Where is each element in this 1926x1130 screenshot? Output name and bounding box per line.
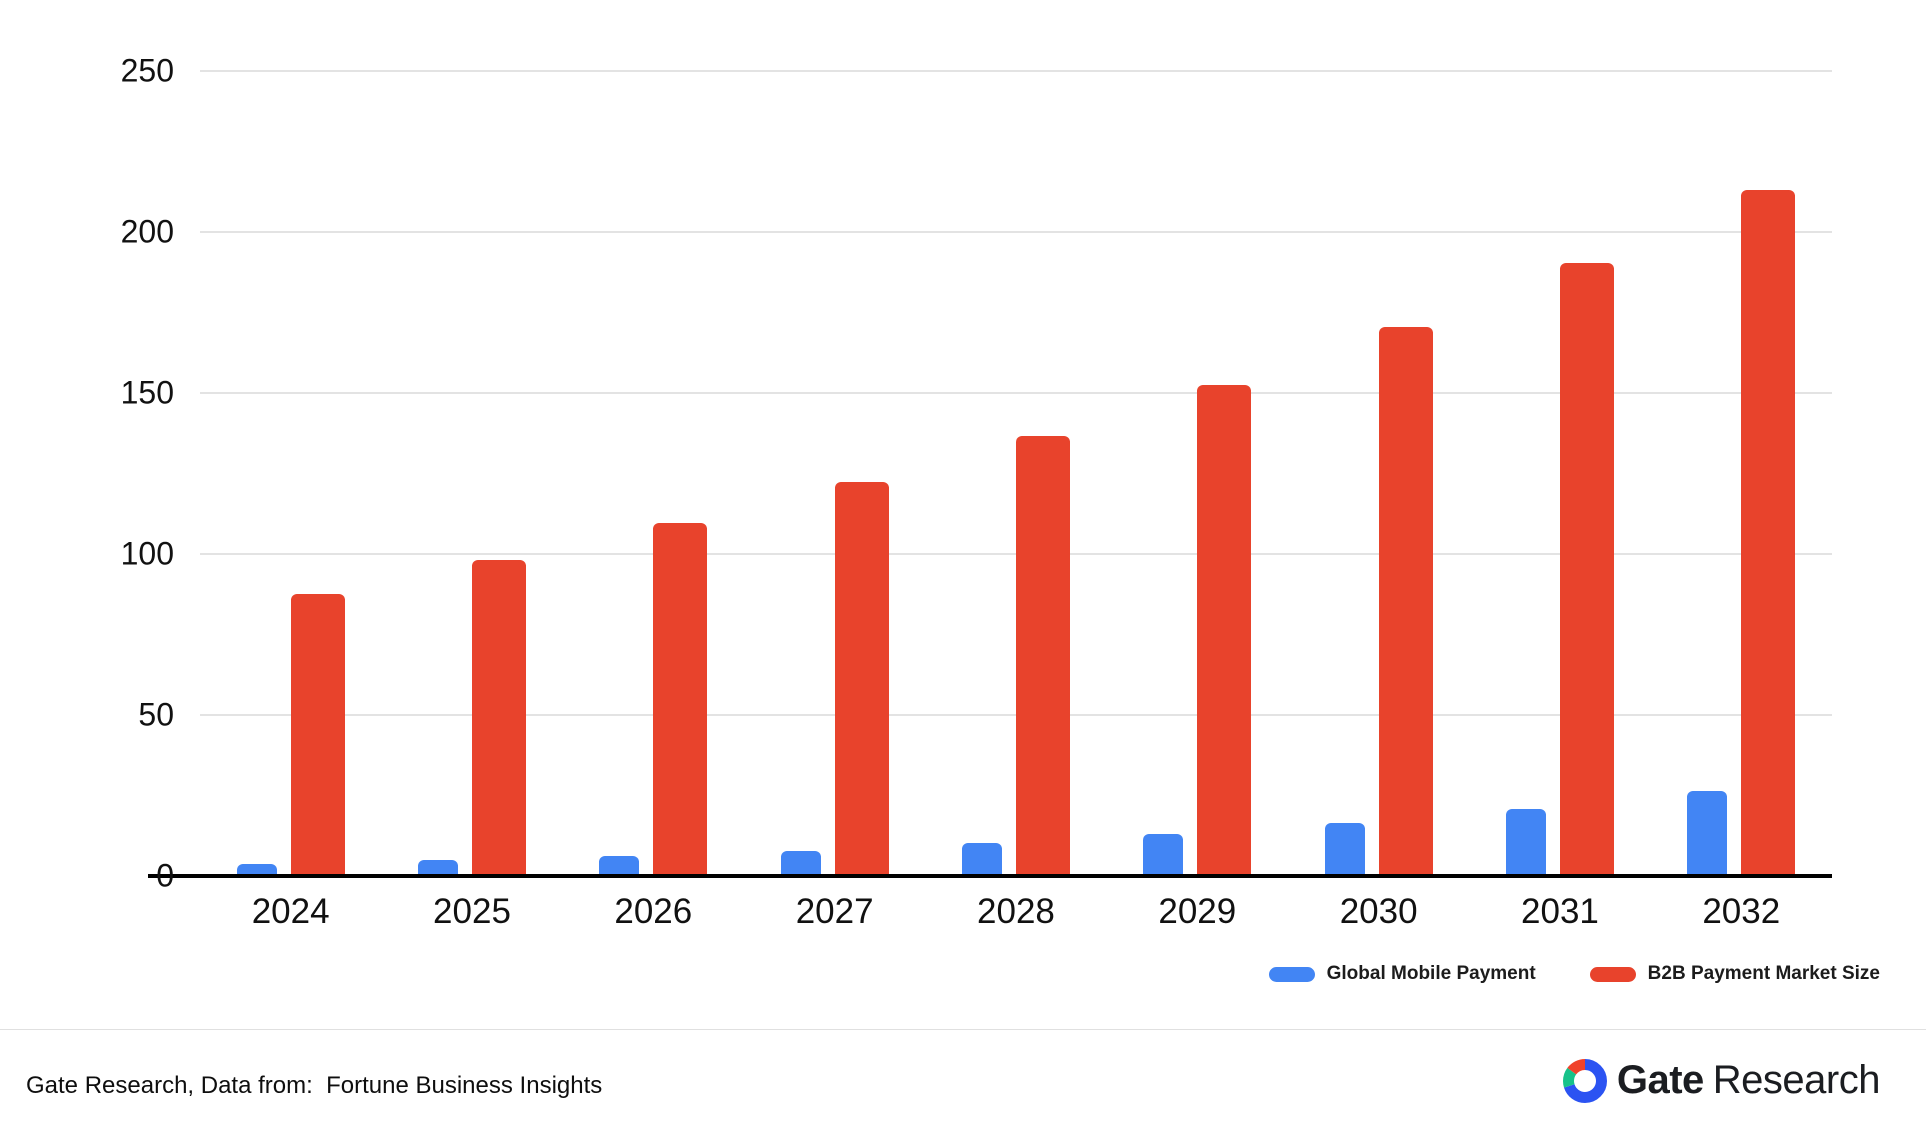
- bar-2024-series-0: [236, 863, 277, 876]
- source-text: Gate Research, Data from: Fortune Busine…: [26, 1072, 603, 1099]
- footer-divider: [0, 1029, 1926, 1030]
- legend-swatch-1: [1589, 966, 1636, 982]
- x-tick-label-2026: 2026: [614, 892, 693, 931]
- x-tick-label-2029: 2029: [1158, 892, 1237, 931]
- bar-group-2031: [1469, 71, 1650, 876]
- bar-2032-series-1: [1741, 189, 1796, 876]
- bar-group-2025: [381, 71, 562, 876]
- legend-item-1: B2B Payment Market Size: [1589, 963, 1880, 985]
- bar-2025-series-0: [417, 860, 458, 876]
- brand-name-gate: Gate: [1616, 1058, 1704, 1102]
- bar-group-2027: [744, 71, 925, 876]
- bar-2031-series-1: [1559, 262, 1614, 876]
- gate-logo-mark: [1562, 1058, 1607, 1103]
- legend-item-0: Global Mobile Payment: [1268, 963, 1536, 985]
- x-axis-labels: 2024 2025 2026 2027 2028 2029 2030 2031 2032: [200, 892, 1832, 932]
- bar-2030-series-1: [1378, 327, 1433, 876]
- bar-2027-series-0: [780, 850, 821, 876]
- x-tick-label-2024: 2024: [251, 892, 330, 931]
- y-tick-label-150: 150: [120, 374, 174, 411]
- x-axis-line: [148, 874, 1832, 878]
- bar-2027-series-1: [834, 482, 889, 876]
- bar-2028-series-0: [961, 843, 1002, 876]
- x-tick-label-2027: 2027: [795, 892, 874, 931]
- bar-group-2028: [925, 71, 1106, 876]
- bar-group-2024: [200, 71, 381, 876]
- bar-group-2026: [563, 71, 744, 876]
- gate-research-logo: Gate Research: [1562, 1058, 1881, 1103]
- gridline-250: [200, 70, 1832, 72]
- legend-swatch-0: [1268, 966, 1315, 982]
- legend-label-1: B2B Payment Market Size: [1647, 963, 1880, 984]
- chart-plot-area: [148, 70, 1832, 878]
- bar-2031-series-0: [1505, 808, 1546, 876]
- y-tick-label-200: 200: [120, 213, 174, 250]
- bar-group-2030: [1288, 71, 1469, 876]
- bar-2028-series-1: [1015, 436, 1070, 876]
- chart-legend: Global Mobile Payment B2B Payment Market …: [1268, 963, 1880, 985]
- x-tick-label-2028: 2028: [977, 892, 1055, 931]
- x-tick-label-2032: 2032: [1702, 892, 1781, 931]
- gridline-150: [200, 392, 1832, 394]
- y-axis-labels: 0 50 100 150 200 250: [0, 53, 174, 894]
- bar-2030-series-0: [1324, 823, 1365, 876]
- bar-group-2029: [1107, 71, 1288, 876]
- bar-group-2032: [1651, 71, 1832, 876]
- bar-2026-series-1: [653, 523, 708, 876]
- x-tick-label-2025: 2025: [433, 892, 511, 931]
- bar-2024-series-1: [290, 593, 345, 876]
- brand-name-research: Research: [1712, 1058, 1881, 1102]
- gridline-200: [200, 231, 1832, 233]
- bar-2029-series-0: [1143, 834, 1184, 876]
- x-tick-label-2031: 2031: [1521, 892, 1599, 931]
- y-tick-label-0: 0: [156, 857, 174, 894]
- x-tick-label-2030: 2030: [1339, 892, 1418, 931]
- y-tick-label-50: 50: [138, 696, 174, 733]
- bar-2026-series-0: [599, 856, 640, 876]
- bar-2025-series-1: [471, 560, 526, 876]
- bar-groups: [200, 71, 1832, 876]
- brand-name: Gate Research: [1616, 1058, 1881, 1103]
- bar-2029-series-1: [1197, 384, 1252, 876]
- y-tick-label-100: 100: [120, 535, 174, 572]
- y-tick-label-250: 250: [120, 52, 174, 89]
- bar-2032-series-0: [1687, 790, 1728, 876]
- legend-label-0: Global Mobile Payment: [1326, 963, 1536, 984]
